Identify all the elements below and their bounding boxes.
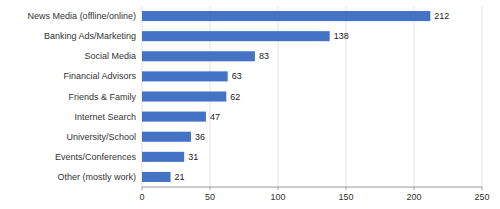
- x-tick: [482, 187, 483, 190]
- data-label: 36: [195, 132, 205, 142]
- x-tick: [210, 187, 211, 190]
- x-tick: [414, 187, 415, 190]
- data-labels: 2131 36 47 62 63 83 138 212: [175, 11, 450, 182]
- bar: [142, 112, 206, 122]
- x-tick-label: 200: [406, 192, 421, 202]
- data-label: 138: [334, 31, 349, 41]
- x-tick: [142, 187, 143, 190]
- bar: [142, 31, 330, 41]
- x-tick-label: 250: [474, 192, 489, 202]
- bar: [142, 132, 191, 142]
- category-label: Events/Conferences: [55, 152, 137, 162]
- x-tick: [278, 187, 279, 190]
- grid-line: [414, 6, 415, 187]
- grid-line: [482, 6, 483, 187]
- x-tick-label: 0: [139, 192, 144, 202]
- x-tick-label: 50: [205, 192, 215, 202]
- bar: [142, 91, 226, 101]
- data-label: 63: [232, 71, 242, 81]
- bar: [142, 172, 171, 182]
- bar: [142, 152, 184, 162]
- data-label: 62: [230, 92, 240, 102]
- data-label: 31: [188, 152, 198, 162]
- bars: [142, 11, 430, 182]
- bar: [142, 11, 430, 21]
- grid: [142, 6, 482, 187]
- bar: [142, 51, 255, 61]
- category-label: Friends & Family: [68, 92, 136, 102]
- y-axis: Other (mostly work) Events/Conferences Uni…: [28, 11, 137, 182]
- data-label: 212: [434, 11, 449, 21]
- data-label: 83: [259, 51, 269, 61]
- data-label: 21: [175, 172, 185, 182]
- chart-container: 2131 36 47 62 63 83 138 212 Other (mostly work) E…: [0, 0, 500, 209]
- category-label: News Media (offline/online): [28, 11, 136, 21]
- x-axis-line: [142, 187, 482, 188]
- chart: 2131 36 47 62 63 83 138 212 Other (mostly work) E…: [0, 0, 500, 209]
- x-axis: 0 50 100 150 200 250: [139, 187, 489, 202]
- category-label: Other (mostly work): [57, 172, 136, 182]
- category-label: University/School: [66, 132, 136, 142]
- category-label: Internet Search: [74, 112, 136, 122]
- category-label: Social Media: [84, 51, 136, 61]
- bar: [142, 71, 228, 81]
- x-tick: [346, 187, 347, 190]
- x-tick-label: 100: [270, 192, 285, 202]
- category-label: Financial Advisors: [63, 71, 136, 81]
- data-label: 47: [210, 112, 220, 122]
- x-tick-label: 150: [338, 192, 353, 202]
- category-label: Banking Ads/Marketing: [44, 31, 136, 41]
